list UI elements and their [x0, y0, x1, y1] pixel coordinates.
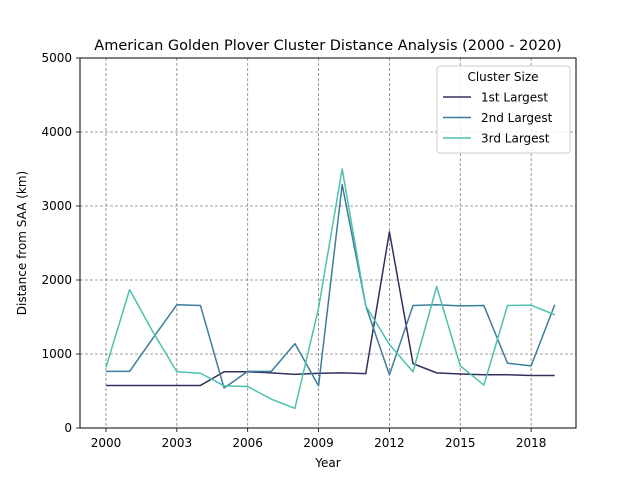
y-tick-label: 5000: [41, 51, 72, 65]
x-tick-label: 2003: [162, 436, 193, 450]
y-tick-label: 3000: [41, 199, 72, 213]
x-tick-label: 2000: [91, 436, 122, 450]
legend-label-3: 3rd Largest: [481, 132, 550, 146]
x-axis-label: Year: [314, 456, 340, 470]
legend-label-2: 2nd Largest: [481, 111, 553, 125]
legend-label-1: 1st Largest: [481, 91, 548, 105]
series-line-1: [105, 231, 555, 387]
x-tick-label: 2018: [516, 436, 547, 450]
chart-title: American Golden Plover Cluster Distance …: [94, 38, 561, 54]
legend-box: [436, 65, 571, 154]
plot-frame: [79, 57, 577, 429]
legend-title: Cluster Size: [467, 70, 538, 84]
series-line-2: [105, 183, 556, 389]
y-tick-label: 1000: [41, 347, 72, 361]
y-axis: 0 1000 2000 3000 4000 5000: [41, 51, 80, 435]
x-tick-label: 2009: [303, 436, 334, 450]
y-tick-label: 4000: [41, 125, 72, 139]
x-axis: 2000 2003 2006 2009 2012 2015 2018: [91, 428, 547, 450]
series-lines: [105, 168, 556, 410]
y-tick-label: 2000: [41, 273, 72, 287]
x-tick-label: 2012: [374, 436, 405, 450]
y-axis-label: Distance from SAA (km): [15, 171, 29, 315]
series-line-3: [105, 168, 556, 410]
x-tick-label: 2006: [232, 436, 263, 450]
x-tick-label: 2015: [445, 436, 476, 450]
y-tick-label: 0: [64, 421, 72, 435]
legend: Cluster Size 1st Largest 2nd Largest 3rd L…: [436, 65, 571, 154]
